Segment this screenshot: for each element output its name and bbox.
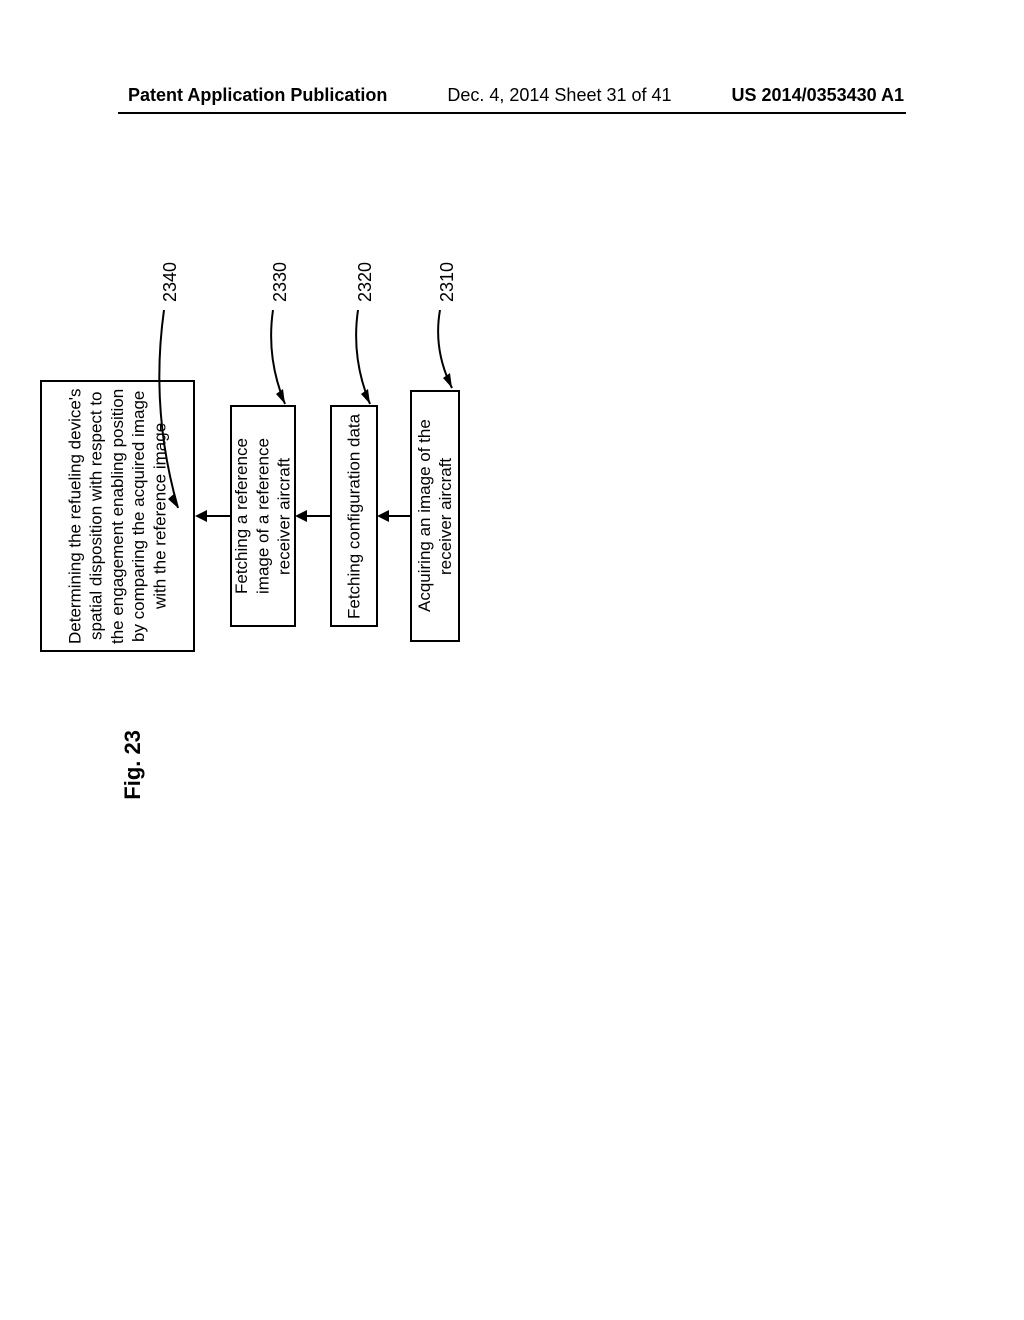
callout-2330 xyxy=(269,310,289,406)
header-mid: Dec. 4, 2014 Sheet 31 of 41 xyxy=(447,85,671,106)
flow-arrow-1-2 xyxy=(388,515,410,517)
flowchart: Acquiring an image of the receiver aircr… xyxy=(240,390,590,930)
flow-step-2320: Fetching configuration data xyxy=(330,405,378,627)
callout-2340 xyxy=(158,310,182,510)
figure-caption: Fig. 23 xyxy=(120,730,146,800)
callout-2310 xyxy=(436,310,456,390)
flow-arrow-3-4 xyxy=(206,515,230,517)
ref-label-2340: 2340 xyxy=(160,262,181,302)
header-left: Patent Application Publication xyxy=(128,85,387,106)
ref-label-2310: 2310 xyxy=(437,262,458,302)
header-rule xyxy=(118,112,906,114)
arrow-head-1-2 xyxy=(377,510,389,522)
page-header: Patent Application Publication Dec. 4, 2… xyxy=(0,85,1024,106)
ref-label-2320: 2320 xyxy=(355,262,376,302)
arrow-head-2-3 xyxy=(295,510,307,522)
callout-2320 xyxy=(354,310,374,406)
flow-step-2330: Fetching a reference image of a referenc… xyxy=(230,405,296,627)
flow-step-2310: Acquiring an image of the receiver aircr… xyxy=(410,390,460,642)
ref-label-2330: 2330 xyxy=(270,262,291,302)
header-right: US 2014/0353430 A1 xyxy=(732,85,904,106)
flow-arrow-2-3 xyxy=(306,515,330,517)
arrow-head-3-4 xyxy=(195,510,207,522)
